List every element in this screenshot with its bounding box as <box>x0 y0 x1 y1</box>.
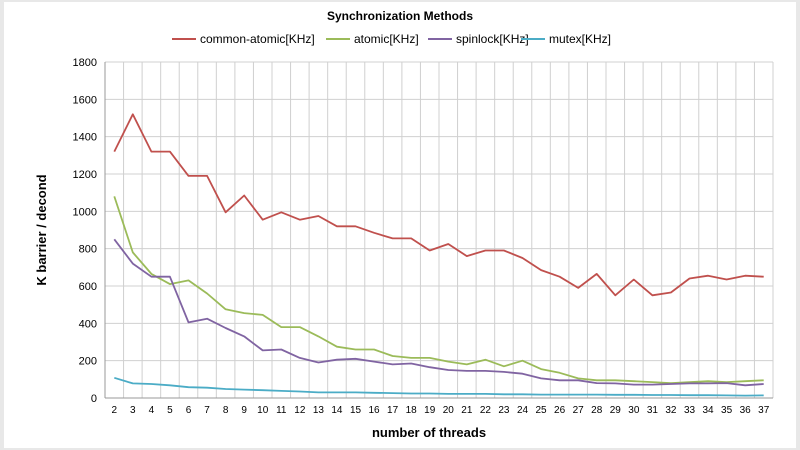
x-tick-label: 11 <box>276 405 287 416</box>
legend: common-atomic[KHz] atomic[KHz] spinlock[KH… <box>172 32 611 46</box>
x-tick-label: 29 <box>610 405 622 416</box>
x-tick-label: 34 <box>702 405 714 416</box>
series-line-common-atomic-khz- <box>113 113 764 297</box>
legend-label: atomic[KHz] <box>354 32 419 46</box>
x-axis-ticks: 2 3 4 5 6 7 8 9 10 11 12 13 14 15 16 17 18 19 20 21 22 23 24 25… <box>111 405 769 416</box>
x-tick-label: 35 <box>721 405 733 416</box>
y-tick-label: 0 <box>91 393 97 405</box>
x-tick-label: 32 <box>665 405 677 416</box>
y-tick-label: 1400 <box>73 132 97 144</box>
x-tick-label: 3 <box>130 405 136 416</box>
x-tick-label: 23 <box>498 405 510 416</box>
x-tick-label: 28 <box>591 405 603 416</box>
x-tick-label: 12 <box>294 405 306 416</box>
x-tick-label: 36 <box>740 405 752 416</box>
x-tick-label: 14 <box>331 405 343 416</box>
legend-label: common-atomic[KHz] <box>200 32 315 46</box>
y-tick-label: 200 <box>79 356 97 368</box>
x-tick-label: 21 <box>461 405 473 416</box>
x-tick-label: 30 <box>628 405 640 416</box>
x-tick-label: 18 <box>406 405 418 416</box>
grid <box>104 61 774 399</box>
series-line-mutex-khz- <box>114 376 764 397</box>
series-line-spinlock-khz- <box>113 238 764 387</box>
series-lines <box>113 113 764 397</box>
y-tick-label: 1000 <box>73 206 97 218</box>
y-tick-label: 400 <box>79 318 97 330</box>
y-tick-label: 800 <box>79 244 97 256</box>
x-tick-label: 13 <box>313 405 325 416</box>
x-tick-label: 22 <box>480 405 492 416</box>
x-tick-label: 19 <box>424 405 436 416</box>
x-tick-label: 24 <box>517 405 529 416</box>
x-tick-label: 20 <box>443 405 455 416</box>
x-tick-label: 10 <box>257 405 269 416</box>
x-tick-label: 37 <box>758 405 770 416</box>
x-tick-label: 5 <box>167 405 173 416</box>
chart-frame <box>4 2 796 448</box>
x-tick-label: 9 <box>241 405 247 416</box>
y-tick-label: 1200 <box>73 169 97 181</box>
x-tick-label: 8 <box>223 405 229 416</box>
x-tick-label: 26 <box>554 405 566 416</box>
chart-title: Synchronization Methods <box>327 9 473 23</box>
x-tick-label: 25 <box>535 405 547 416</box>
y-axis-label: K barrier / decond <box>34 174 49 285</box>
y-tick-label: 1600 <box>73 94 97 106</box>
x-tick-label: 15 <box>350 405 362 416</box>
legend-label: spinlock[KHz] <box>456 32 529 46</box>
y-tick-label: 600 <box>79 281 97 293</box>
x-tick-label: 6 <box>186 405 192 416</box>
x-tick-label: 7 <box>204 405 210 416</box>
series-line-atomic-khz- <box>113 196 764 385</box>
y-tick-label: 1800 <box>73 57 97 69</box>
x-tick-label: 2 <box>111 405 117 416</box>
x-tick-label: 27 <box>573 405 585 416</box>
x-axis-label: number of threads <box>372 425 486 440</box>
x-tick-label: 31 <box>647 405 659 416</box>
x-tick-label: 17 <box>387 405 399 416</box>
x-tick-label: 33 <box>684 405 696 416</box>
y-axis-ticks: 0 200 400 600 800 1000 1200 1400 1600 1800 <box>73 57 97 405</box>
legend-label: mutex[KHz] <box>549 32 611 46</box>
x-tick-label: 4 <box>149 405 155 416</box>
x-tick-label: 16 <box>368 405 380 416</box>
